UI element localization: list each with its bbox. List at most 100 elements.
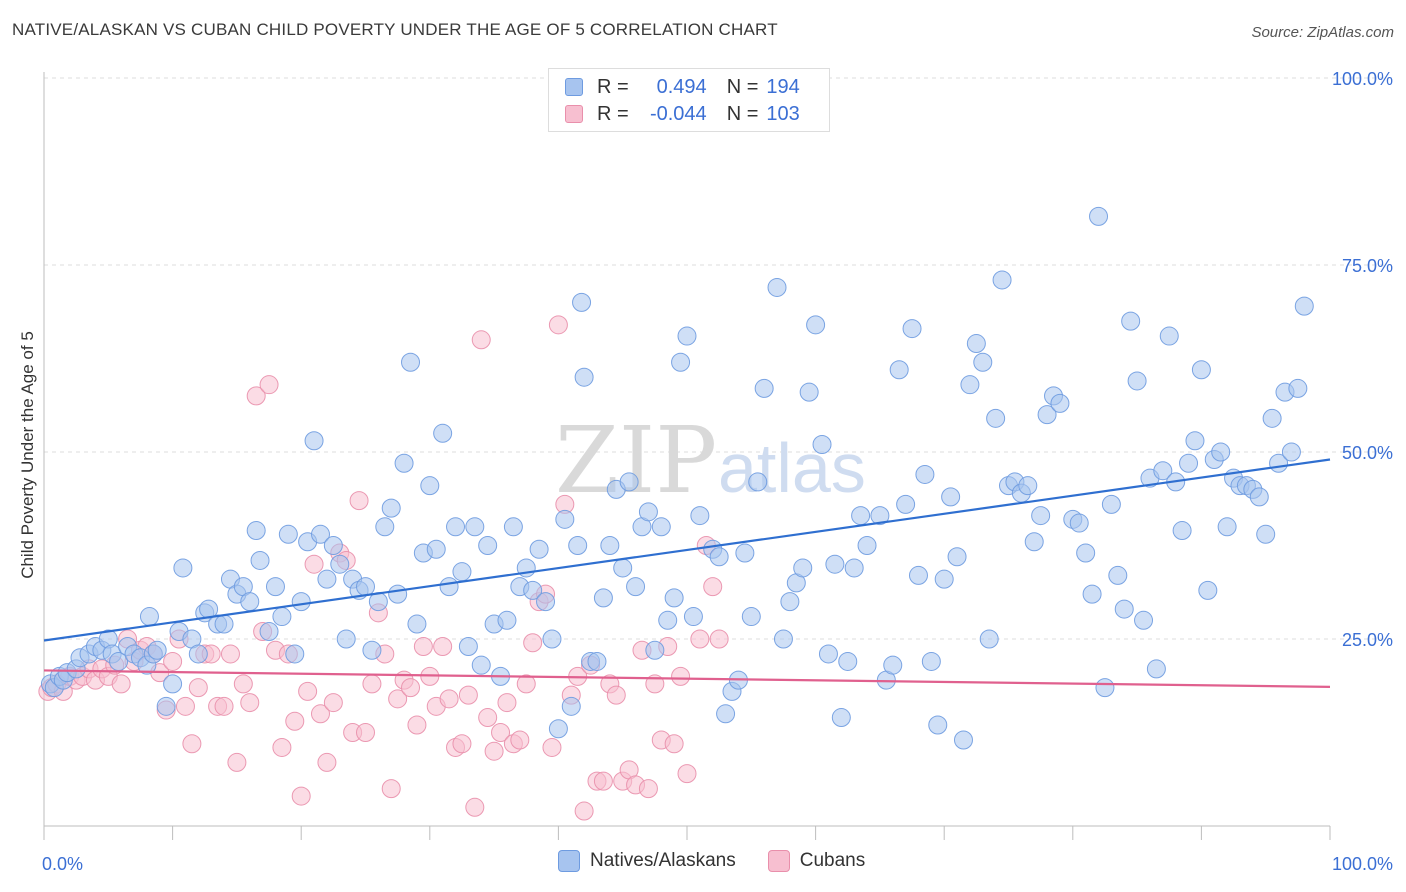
- native-point: [1121, 311, 1141, 331]
- cuban-point: [516, 674, 536, 694]
- native-point: [953, 730, 973, 750]
- cuban-point: [690, 629, 710, 649]
- chart-title: NATIVE/ALASKAN VS CUBAN CHILD POVERTY UN…: [12, 20, 778, 39]
- tick-labels: 25.0% 50.0% 75.0% 100.0% 0.0% 100.0%: [42, 69, 1393, 874]
- native-point: [966, 334, 986, 354]
- native-point: [587, 651, 607, 671]
- native-point: [1134, 610, 1154, 630]
- legend-item-cubans[interactable]: Cubans: [767, 850, 865, 872]
- native-point: [889, 360, 909, 380]
- native-point: [310, 524, 330, 544]
- native-point: [619, 472, 639, 492]
- native-point: [1127, 371, 1147, 391]
- cuban-point: [182, 734, 202, 754]
- r-value: -0.044: [649, 102, 707, 125]
- chart-source: Source: ZipAtlas.com: [1251, 24, 1394, 41]
- x-tick-label: 100.0%: [1332, 854, 1393, 874]
- cuban-point: [458, 685, 478, 705]
- cuban-point: [664, 734, 684, 754]
- native-point: [767, 277, 787, 297]
- cuban-point: [304, 554, 324, 574]
- native-point: [1069, 513, 1089, 533]
- cuban-point: [272, 737, 292, 757]
- native-point: [465, 517, 485, 537]
- n-value: 103: [766, 102, 800, 125]
- native-point: [394, 453, 414, 473]
- native-point: [1031, 506, 1051, 526]
- native-point: [1172, 521, 1192, 541]
- native-point: [754, 378, 774, 398]
- cuban-point: [465, 797, 485, 817]
- natives-swatch: [565, 78, 583, 96]
- cuban-point: [407, 715, 427, 735]
- cuban-point: [523, 633, 543, 653]
- native-point: [613, 558, 633, 578]
- native-point: [1018, 476, 1038, 496]
- native-point: [1191, 360, 1211, 380]
- cuban-point: [452, 734, 472, 754]
- cuban-point: [291, 786, 311, 806]
- native-point: [356, 577, 375, 597]
- native-point: [638, 502, 658, 522]
- native-point: [896, 494, 916, 514]
- native-point: [986, 408, 1006, 428]
- native-point: [375, 517, 395, 537]
- native-point: [1095, 678, 1115, 698]
- native-point: [265, 577, 285, 597]
- cuban-point: [246, 386, 266, 406]
- cuban-point: [401, 678, 421, 698]
- native-point: [690, 506, 710, 526]
- cuban-point: [285, 711, 305, 731]
- cuban-point: [227, 752, 247, 772]
- r-label: R =: [597, 102, 629, 125]
- native-point: [780, 592, 800, 612]
- native-point: [934, 569, 954, 589]
- native-point: [844, 558, 864, 578]
- native-point: [147, 640, 167, 660]
- native-point: [188, 644, 208, 664]
- cuban-point: [188, 678, 208, 698]
- y-tick-label: 50.0%: [1342, 443, 1393, 463]
- native-point: [902, 319, 922, 339]
- native-point: [401, 352, 421, 372]
- native-point: [1198, 580, 1218, 600]
- native-point: [272, 607, 292, 627]
- native-point: [523, 580, 543, 600]
- cubans-trend-line: [43, 669, 1331, 688]
- native-point: [529, 539, 549, 559]
- cuban-point: [362, 674, 382, 694]
- cuban-point: [298, 681, 318, 701]
- native-point: [156, 696, 176, 716]
- cuban-point: [214, 696, 234, 716]
- native-point: [1146, 659, 1166, 679]
- watermark-zip: ZIP: [555, 407, 717, 514]
- cuban-point: [356, 723, 375, 742]
- native-point: [973, 352, 993, 372]
- native-point: [555, 509, 575, 529]
- cuban-point: [233, 674, 253, 694]
- native-point: [304, 431, 324, 451]
- cuban-point: [491, 723, 511, 742]
- native-point: [1288, 378, 1308, 398]
- cuban-point: [433, 636, 453, 656]
- natives-points: [40, 206, 1314, 750]
- native-point: [1217, 517, 1237, 537]
- native-point: [1024, 532, 1044, 552]
- native-point: [947, 547, 967, 567]
- n-label: N =: [726, 75, 759, 98]
- native-point: [1256, 524, 1276, 544]
- cuban-point: [175, 696, 195, 716]
- cuban-point: [413, 636, 433, 656]
- x-tick-label: 0.0%: [42, 854, 83, 874]
- native-point: [915, 464, 935, 484]
- native-point: [773, 629, 793, 649]
- legend-item-natives[interactable]: Natives/Alaskans: [558, 850, 736, 872]
- native-point: [793, 558, 813, 578]
- native-point: [716, 704, 736, 724]
- cuban-point: [259, 375, 279, 395]
- native-point: [336, 629, 356, 649]
- cuban-point: [677, 764, 697, 784]
- native-point: [1185, 431, 1205, 451]
- cuban-point: [548, 315, 568, 335]
- cuban-point: [478, 708, 498, 728]
